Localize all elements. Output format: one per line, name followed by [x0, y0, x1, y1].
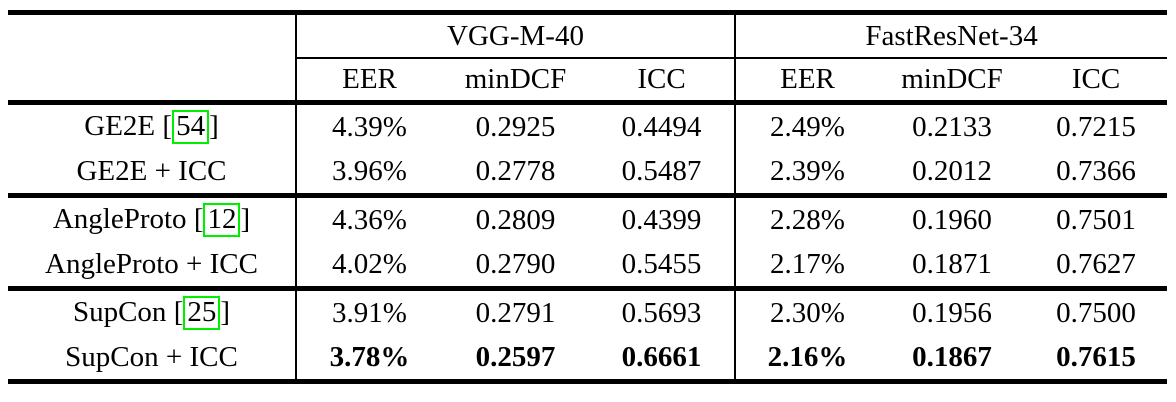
table-header-metric-row: EER minDCF ICC EER minDCF ICC — [8, 58, 1168, 105]
col-header-icc: ICC — [589, 58, 735, 105]
header-label-empty — [8, 58, 296, 105]
table-cell: 0.5487 — [589, 149, 735, 198]
method-label: SupCon [25] — [8, 289, 296, 336]
table-cell: 0.6661 — [589, 335, 735, 384]
results-table: VGG-M-40 FastResNet-34 EER minDCF ICC EE… — [8, 10, 1168, 384]
table-cell: 2.16% — [734, 335, 879, 384]
table-cell: 2.17% — [734, 242, 879, 291]
group-header-vgg-m-40: VGG-M-40 — [295, 10, 735, 59]
table-cell: 0.7500 — [1056, 296, 1136, 329]
method-name: SupCon — [72, 296, 167, 329]
table-cell: 2.49% — [734, 102, 879, 149]
table-cell: 4.02% — [295, 242, 442, 291]
method-label: GE2E + ICC — [8, 149, 296, 198]
cite-bracket-open: [ — [162, 110, 173, 143]
table-cell: 0.5455 — [589, 242, 735, 291]
table-cell: 0.2791 — [475, 296, 556, 329]
table-cell: 0.4494 — [621, 110, 702, 143]
table-cell: 0.1956 — [912, 296, 992, 329]
table-row: AngleProto + ICC 4.02% 0.2790 0.5455 2.1… — [8, 242, 1168, 291]
table-row: GE2E + ICC 3.96% 0.2778 0.5487 2.39% 0.2… — [8, 149, 1168, 198]
table-row: SupCon + ICC 3.78% 0.2597 0.6661 2.16% 0… — [8, 335, 1168, 384]
table-cell: 3.78% — [295, 335, 442, 384]
cite-bracket-open: [ — [173, 296, 184, 329]
table-row: SupCon [25] 3.91% 0.2791 0.5693 2.30% 0.… — [8, 288, 1167, 336]
table-cell: 0.2012 — [879, 149, 1025, 198]
method-label: AngleProto + ICC — [8, 242, 296, 291]
table-cell: 0.7501 — [1056, 203, 1136, 236]
table-cell: 0.2133 — [912, 110, 992, 143]
table-cell: 0.5693 — [621, 296, 702, 329]
table-cell: 0.7615 — [1025, 335, 1168, 384]
group-header-fastresnet-34: FastResNet-34 — [733, 10, 1168, 59]
paper-table-region: VGG-M-40 FastResNet-34 EER minDCF ICC EE… — [0, 10, 1176, 402]
method-label: SupCon + ICC — [8, 335, 296, 384]
table-header-group-row: VGG-M-40 FastResNet-34 — [8, 10, 1168, 59]
table-cell: 2.28% — [734, 195, 879, 242]
table-cell: 0.7627 — [1025, 242, 1168, 291]
table-cell: 0.1960 — [912, 203, 992, 236]
header-corner-empty — [8, 10, 296, 58]
citation-link[interactable]: 12 — [203, 203, 241, 237]
col-header-icc: ICC — [1025, 58, 1168, 105]
cite-bracket-close: ] — [209, 110, 219, 143]
table-cell: 0.4399 — [621, 203, 702, 236]
method-name: GE2E — [84, 110, 156, 143]
cite-bracket-close: ] — [220, 296, 231, 329]
method-label: AngleProto [12] — [8, 196, 296, 243]
table-cell: 0.2790 — [442, 242, 589, 291]
cite-bracket-open: [ — [193, 203, 204, 236]
table-row: AngleProto [12] 4.36% 0.2809 0.4399 2.28… — [8, 195, 1167, 243]
table-cell: 3.96% — [295, 149, 442, 198]
table-cell: 0.1867 — [879, 335, 1025, 384]
citation-link[interactable]: 25 — [183, 296, 221, 330]
table-cell: 0.7366 — [1025, 149, 1168, 198]
table-cell: 3.91% — [295, 288, 442, 335]
col-header-eer: EER — [295, 58, 442, 105]
table-cell: 4.36% — [295, 195, 442, 242]
citation-link[interactable]: 54 — [172, 110, 210, 144]
table-cell: 0.2778 — [442, 149, 589, 198]
method-label: GE2E [54] — [8, 103, 296, 150]
col-header-mindcf: minDCF — [442, 58, 589, 105]
table-cell: 0.2809 — [475, 203, 556, 236]
method-name: AngleProto — [52, 203, 187, 236]
table-cell: 2.30% — [734, 288, 879, 335]
col-header-mindcf: minDCF — [879, 58, 1025, 105]
cite-bracket-close: ] — [240, 203, 251, 236]
table-cell: 0.1871 — [879, 242, 1025, 291]
table-cell: 2.39% — [734, 149, 879, 198]
table-row: GE2E [54] 4.39% 0.2925 0.4494 2.49% 0.21… — [8, 102, 1167, 150]
table-cell: 0.2597 — [442, 335, 589, 384]
table-cell: 0.2925 — [475, 110, 556, 143]
table-cell: 0.7215 — [1056, 110, 1136, 143]
col-header-eer: EER — [734, 58, 879, 105]
table-cell: 4.39% — [295, 102, 442, 149]
